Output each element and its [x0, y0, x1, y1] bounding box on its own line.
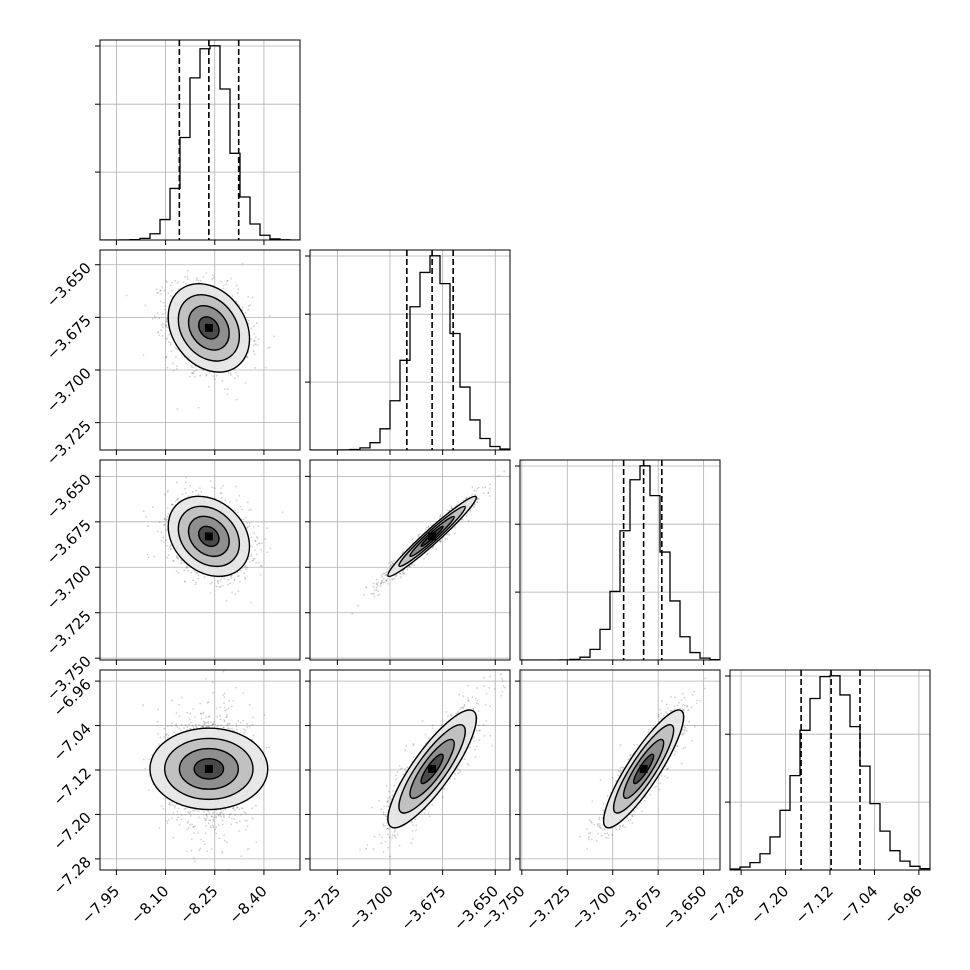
density-peak [639, 764, 648, 773]
panel-frame [519, 669, 721, 871]
panel-frame [309, 669, 511, 871]
y-tick-label: −3.675 [43, 311, 95, 363]
x-tick-label: −6.96 [880, 882, 925, 927]
x-tick-label: −7.95 [78, 882, 123, 927]
x-tick-label: −3.725 [292, 882, 344, 934]
density-peak [204, 764, 213, 773]
x-tick-label: −7.04 [836, 882, 881, 927]
panel-3-2: −3.650−3.675−3.700−3.725−3.750 [477, 669, 721, 934]
histogram-3 [730, 675, 930, 870]
histogram-0 [100, 45, 300, 240]
panel-frame [309, 249, 511, 451]
x-tick-label: −3.700 [345, 882, 397, 934]
histogram-2 [520, 465, 720, 660]
x-tick-label: −7.28 [703, 882, 748, 927]
y-tick-label: −3.700 [43, 364, 95, 416]
panel-3-1: −3.650−3.675−3.700−3.725 [292, 669, 511, 934]
y-tick-label: −3.650 [43, 259, 95, 311]
panel-2-2 [515, 459, 721, 665]
panel-frame [99, 669, 301, 871]
histogram-1 [310, 255, 510, 450]
y-tick-label: −7.04 [50, 720, 95, 765]
y-tick-label: −7.28 [50, 853, 95, 898]
panel-frame [729, 669, 931, 871]
panel-2-1 [305, 459, 511, 665]
x-tick-label: −7.20 [747, 882, 792, 927]
x-tick-label: −3.700 [568, 882, 620, 934]
panel-1-0: −3.650−3.675−3.700−3.725 [43, 249, 301, 469]
x-tick-label: −3.650 [658, 882, 710, 934]
y-tick-label: −3.725 [43, 417, 95, 469]
panel-3-0: −6.96−7.04−7.12−7.20−7.28−7.95 −8.10 −8.25… [50, 669, 301, 927]
y-tick-label: −7.12 [50, 764, 95, 809]
panel-frame [99, 39, 301, 241]
x-tick-label: −8.25 [176, 882, 221, 927]
panel-frame [309, 459, 511, 661]
panel-2-0: −3.650−3.675−3.700−3.725−3.750 [43, 459, 301, 704]
x-tick-label: −3.675 [397, 882, 449, 934]
panel-1-1 [305, 249, 511, 455]
panel-frame [519, 459, 721, 661]
panel-frame [99, 459, 301, 661]
y-tick-label: −3.725 [43, 607, 95, 659]
density-peak [204, 532, 213, 541]
panel-3-3: −6.96−7.04−7.12−7.20−7.28 [703, 669, 931, 927]
x-tick-label: −3.725 [522, 882, 574, 934]
density-peak [204, 323, 213, 332]
y-tick-label: −3.675 [43, 516, 95, 568]
panel-frame [99, 249, 301, 451]
x-tick-label: −7.12 [792, 882, 837, 927]
density-peak [428, 532, 437, 541]
x-tick-label: −3.675 [613, 882, 665, 934]
x-tick-label: −8.10 [127, 882, 172, 927]
y-tick-label: −3.650 [43, 470, 95, 522]
y-tick-label: −7.20 [50, 809, 95, 854]
y-tick-label: −3.700 [43, 561, 95, 613]
panel-0-0 [95, 39, 301, 245]
x-tick-label: −8.40 [226, 882, 271, 927]
density-peak [428, 764, 437, 773]
